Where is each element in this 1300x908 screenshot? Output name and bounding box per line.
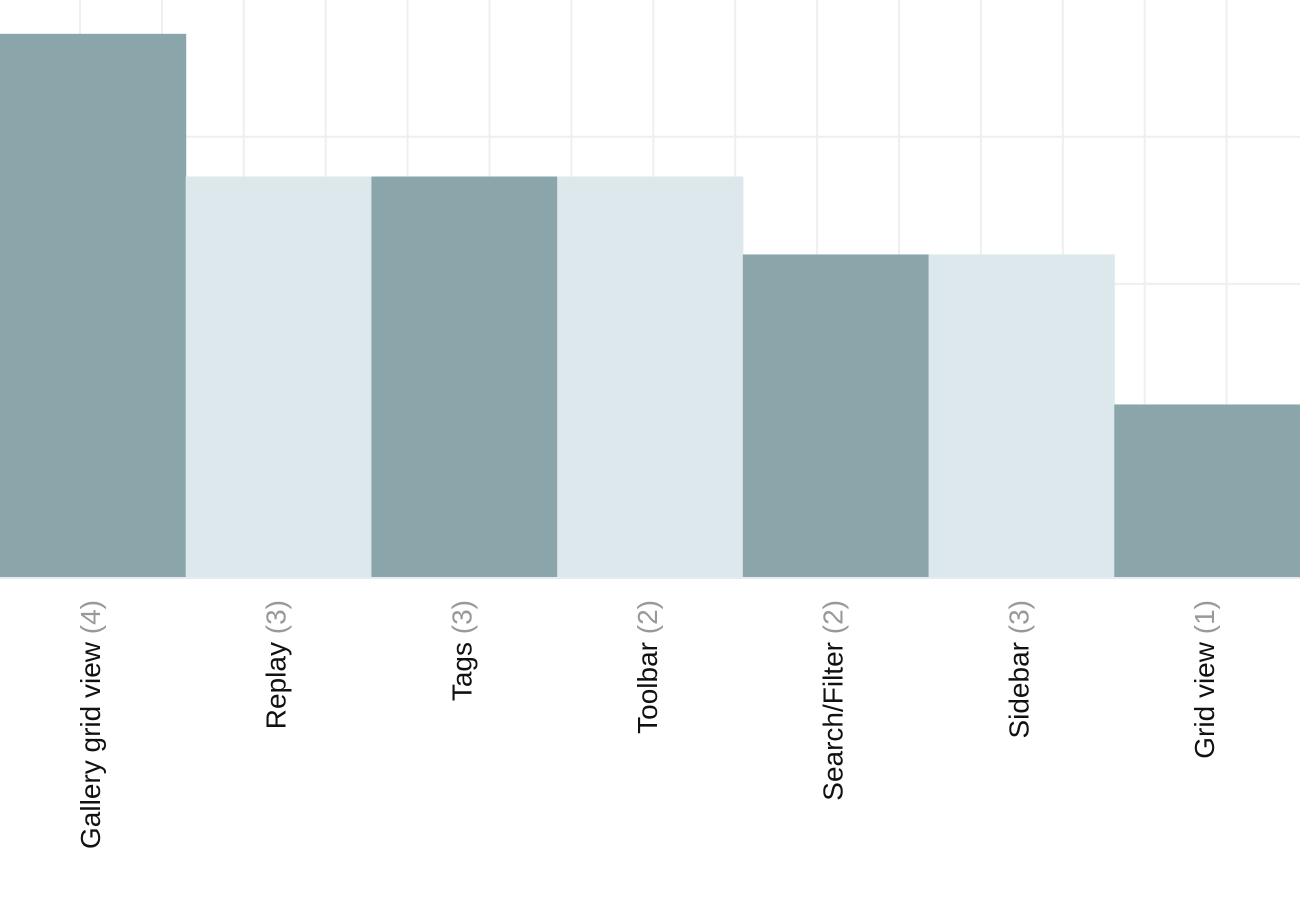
bar xyxy=(185,176,372,578)
category-name: Gallery grid view xyxy=(75,641,106,849)
bar xyxy=(1114,404,1300,578)
category-count: (3) xyxy=(261,600,292,634)
category-count: (2) xyxy=(632,600,663,634)
bar xyxy=(0,33,187,579)
x-tick-label: Grid view (1) xyxy=(1190,600,1221,759)
x-tick-label: Search/Filter (2) xyxy=(818,600,849,801)
x-tick-label: Gallery grid view (4) xyxy=(75,600,106,849)
category-name: Toolbar xyxy=(632,642,663,734)
x-tick-label: Tags (3) xyxy=(447,600,478,701)
category-name: Grid view xyxy=(1190,641,1221,758)
category-count: (2) xyxy=(818,600,849,634)
x-tick-label: Replay (3) xyxy=(261,600,292,729)
category-name: Sidebar xyxy=(1004,642,1035,739)
bar xyxy=(371,176,558,578)
category-name: Replay xyxy=(261,642,292,729)
bar xyxy=(928,254,1115,578)
bar xyxy=(742,254,930,578)
x-tick-label: Sidebar (3) xyxy=(1004,600,1035,739)
x-tick-label: Toolbar (2) xyxy=(632,600,663,734)
category-name: Search/Filter xyxy=(818,642,849,801)
bar xyxy=(557,176,744,578)
category-count: (4) xyxy=(75,600,106,634)
category-name: Tags xyxy=(447,642,478,701)
category-count: (3) xyxy=(1004,600,1035,634)
category-count: (3) xyxy=(447,600,478,634)
category-count: (1) xyxy=(1190,600,1221,634)
